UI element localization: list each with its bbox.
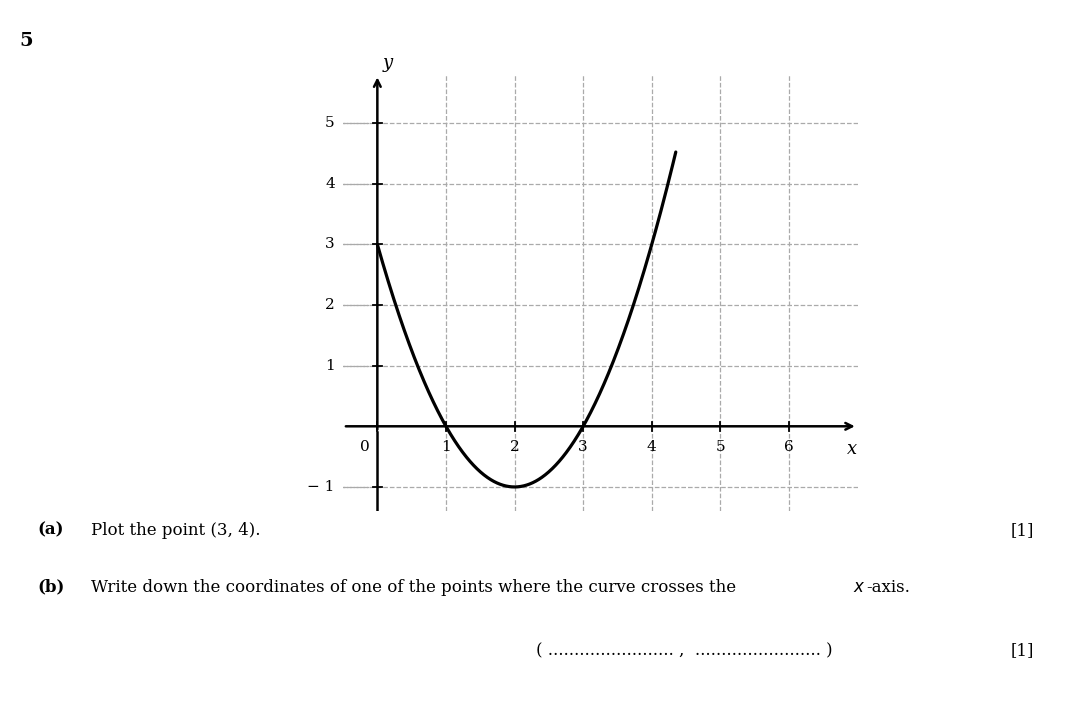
Text: 0: 0 bbox=[360, 439, 370, 454]
Text: 4: 4 bbox=[646, 439, 657, 454]
Text: 2: 2 bbox=[509, 439, 520, 454]
Text: 1: 1 bbox=[325, 359, 334, 373]
Text: 5: 5 bbox=[19, 32, 33, 50]
Text: [1]: [1] bbox=[1011, 643, 1034, 660]
Text: ( ........................ ,  ........................ ): ( ........................ , ...........… bbox=[536, 643, 833, 660]
Text: 2: 2 bbox=[325, 298, 334, 312]
Text: 3: 3 bbox=[325, 237, 334, 251]
Text: y: y bbox=[383, 53, 392, 72]
Text: 3: 3 bbox=[579, 439, 587, 454]
Text: -axis.: -axis. bbox=[866, 579, 910, 596]
Text: 1: 1 bbox=[441, 439, 451, 454]
Text: Plot the point (3, 4).: Plot the point (3, 4). bbox=[91, 522, 260, 539]
Text: 6: 6 bbox=[784, 439, 794, 454]
Text: Write down the coordinates of one of the points where the curve crosses the: Write down the coordinates of one of the… bbox=[91, 579, 742, 596]
Text: 5: 5 bbox=[716, 439, 725, 454]
Text: 4: 4 bbox=[325, 177, 334, 191]
Text: $x$: $x$ bbox=[853, 579, 866, 596]
Text: (a): (a) bbox=[38, 522, 64, 539]
Text: [1]: [1] bbox=[1011, 522, 1034, 539]
Text: x: x bbox=[847, 439, 858, 458]
Text: − 1: − 1 bbox=[308, 480, 334, 494]
Text: 5: 5 bbox=[325, 116, 334, 130]
Text: (b): (b) bbox=[38, 579, 65, 596]
